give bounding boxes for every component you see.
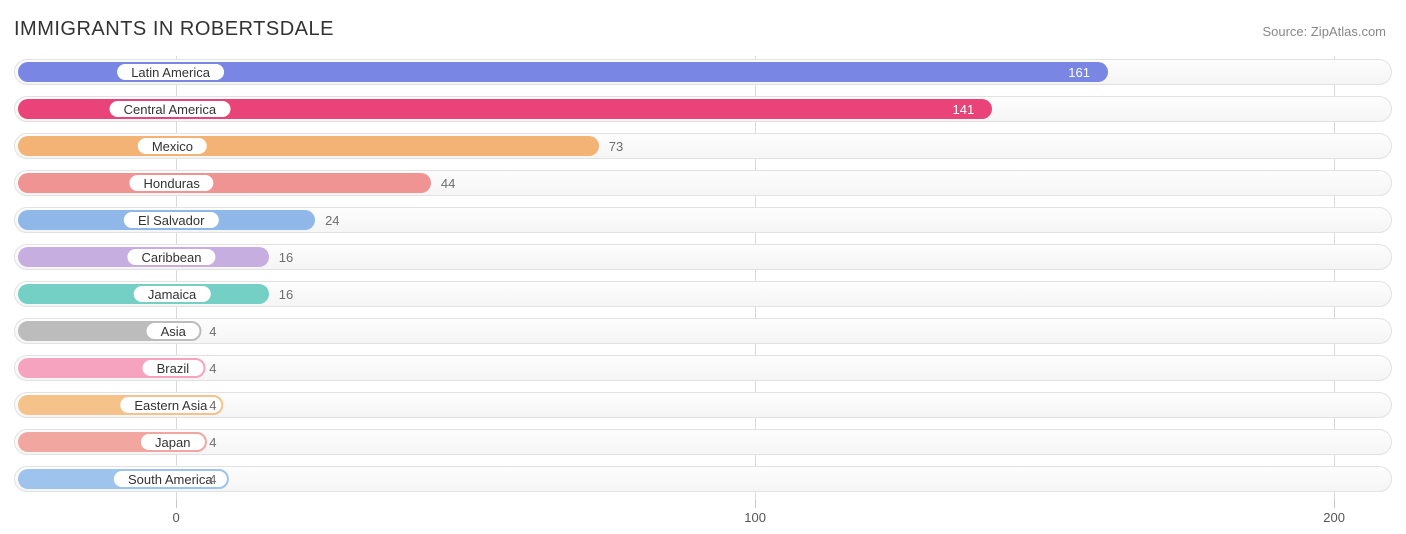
bar-value: 24 <box>325 204 339 236</box>
bar-row: Honduras 44 <box>14 167 1392 199</box>
bar-label-pill: Caribbean <box>126 247 218 267</box>
bar-row: Latin America 161 <box>14 56 1392 88</box>
bar-label: Central America <box>124 102 216 117</box>
tick-line <box>1334 500 1335 508</box>
chart-title: IMMIGRANTS IN ROBERTSDALE <box>14 18 334 41</box>
bar-value: 16 <box>279 241 293 273</box>
bar-row: Eastern Asia4 <box>14 389 1392 421</box>
bar-row: Central America 141 <box>14 93 1392 125</box>
bar-label: Asia <box>161 324 186 339</box>
bar-label: Honduras <box>144 176 200 191</box>
bar-fill <box>18 173 431 193</box>
bar-row: Jamaica 16 <box>14 278 1392 310</box>
bar-value: 4 <box>209 426 216 458</box>
bar-value: 73 <box>609 130 623 162</box>
bar-label: Caribbean <box>142 250 202 265</box>
x-tick: 200 <box>1334 500 1335 527</box>
bar-label-pill: Honduras <box>128 173 216 193</box>
bar-track <box>14 318 1392 344</box>
bar-value: 4 <box>209 352 216 384</box>
bar-label-pill: Latin America <box>115 62 226 82</box>
bar-row: El Salvador 24 <box>14 204 1392 236</box>
tick-label: 200 <box>1323 510 1345 525</box>
bar-label: South America <box>128 472 213 487</box>
bar-value: 44 <box>441 167 455 199</box>
bar-label-pill: Eastern Asia <box>118 395 223 415</box>
bar-value: 161 <box>1068 56 1090 88</box>
tick-line <box>755 500 756 508</box>
bar-row: Japan 4 <box>14 426 1392 458</box>
bar-track <box>14 355 1392 381</box>
bar-value: 4 <box>209 389 216 421</box>
bar-row: Caribbean 16 <box>14 241 1392 273</box>
bar-value: 4 <box>209 463 216 495</box>
bar-label-pill: Brazil <box>141 358 206 378</box>
bar-label: El Salvador <box>138 213 204 228</box>
bar-label: Eastern Asia <box>134 398 207 413</box>
source-attribution: Source: ZipAtlas.com <box>1262 24 1386 39</box>
bar-label-pill: Mexico <box>136 136 209 156</box>
x-axis: 0 100 200 <box>14 500 1392 530</box>
x-tick: 0 <box>176 500 177 527</box>
bar-value: 4 <box>209 315 216 347</box>
bar-label-pill: Central America <box>108 99 232 119</box>
bar-row: South America4 <box>14 463 1392 495</box>
bars-container: Latin America 161 Central America 141 Mexico… <box>14 56 1392 495</box>
bar-label-pill: Asia <box>145 321 202 341</box>
chart-area: Latin America 161 Central America 141 Mexico… <box>14 56 1392 504</box>
bar-track <box>14 429 1392 455</box>
bar-label: Brazil <box>157 361 190 376</box>
tick-line <box>176 500 177 508</box>
bar-label: Latin America <box>131 65 210 80</box>
bar-row: Mexico 73 <box>14 130 1392 162</box>
bar-label-pill: Jamaica <box>132 284 212 304</box>
bar-value: 141 <box>952 93 974 125</box>
bar-value: 16 <box>279 278 293 310</box>
bar-label-pill: Japan <box>139 432 206 452</box>
bar-label: Japan <box>155 435 190 450</box>
bar-row: Brazil 4 <box>14 352 1392 384</box>
bar-label: Mexico <box>152 139 193 154</box>
bar-fill <box>18 136 599 156</box>
bar-row: Asia 4 <box>14 315 1392 347</box>
bar-label: Jamaica <box>148 287 196 302</box>
tick-label: 100 <box>744 510 766 525</box>
x-tick: 100 <box>755 500 756 527</box>
tick-label: 0 <box>172 510 179 525</box>
bar-label-pill: El Salvador <box>122 210 220 230</box>
